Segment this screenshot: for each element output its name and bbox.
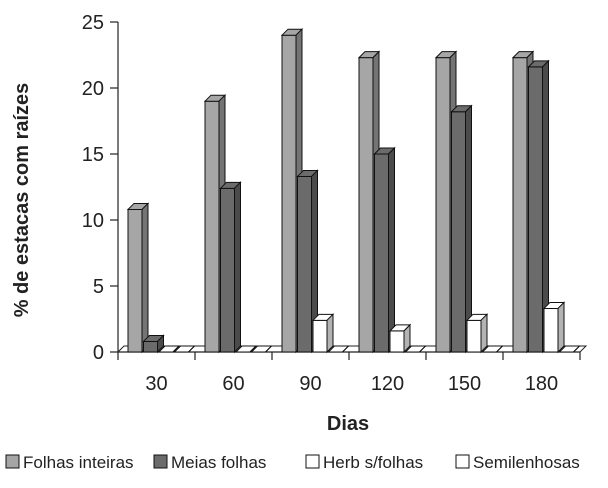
bar (281, 34, 297, 353)
bar (466, 319, 482, 353)
bar-side (342, 345, 349, 353)
x-tick-label: 120 (371, 373, 404, 395)
x-tick-label: 180 (525, 373, 558, 395)
legend-label: Herb s/folhas (323, 453, 423, 472)
legend-label: Meias folhas (171, 453, 266, 472)
bar (435, 57, 451, 353)
bar (543, 307, 559, 353)
x-tick-label: 150 (448, 373, 481, 395)
bar-side (188, 345, 195, 353)
bar-side (419, 345, 426, 353)
bar-side (265, 345, 272, 353)
bar (451, 111, 466, 353)
y-axis-title: % de estacas com raízes (11, 83, 33, 318)
y-tick-label: 15 (82, 144, 104, 166)
legend-swatch (5, 454, 20, 469)
bar-side (172, 345, 180, 353)
x-tick-label: 90 (299, 373, 321, 395)
y-tick-label: 0 (93, 342, 104, 364)
bar (143, 340, 158, 353)
bar-side (157, 334, 164, 354)
bar (358, 57, 374, 353)
bar (127, 208, 143, 353)
y-tick-label: 20 (82, 78, 104, 100)
bar-groups (126, 27, 581, 354)
bar-side (496, 345, 503, 353)
bar (204, 100, 220, 353)
bar (389, 330, 405, 353)
legend-label: Semilenhosas (473, 453, 580, 472)
axis-labels: 0 5 10 15 20 25 30 60 90 120 150 180 (82, 12, 558, 395)
y-tick-label: 25 (82, 12, 104, 34)
bar-side (326, 313, 334, 354)
bar-side (557, 301, 565, 354)
x-tick-label: 30 (145, 373, 167, 395)
bar-side (249, 345, 257, 353)
y-tick-label: 10 (82, 210, 104, 232)
bar-side (573, 345, 580, 353)
legend-swatch (455, 454, 470, 469)
bar-side (403, 323, 411, 354)
bar-side (465, 104, 472, 354)
bar (374, 153, 389, 353)
bar (312, 319, 328, 353)
bar-side (141, 202, 149, 354)
legend-swatch (305, 454, 320, 469)
x-axis-title: Dias (327, 413, 369, 435)
bar (297, 175, 312, 353)
legend: Folhas inteiras Meias folhas Herb s/folhas… (5, 453, 580, 472)
legend-swatch (153, 454, 168, 469)
x-tick-label: 60 (222, 373, 244, 395)
chart-axes (110, 21, 581, 360)
bar (528, 66, 543, 353)
bar (220, 187, 235, 353)
bar (512, 57, 528, 353)
y-tick-label: 5 (93, 276, 104, 298)
bar-side (234, 181, 241, 354)
bar-side (480, 313, 488, 354)
bar-side (388, 146, 395, 354)
legend-label: Folhas inteiras (23, 453, 134, 472)
